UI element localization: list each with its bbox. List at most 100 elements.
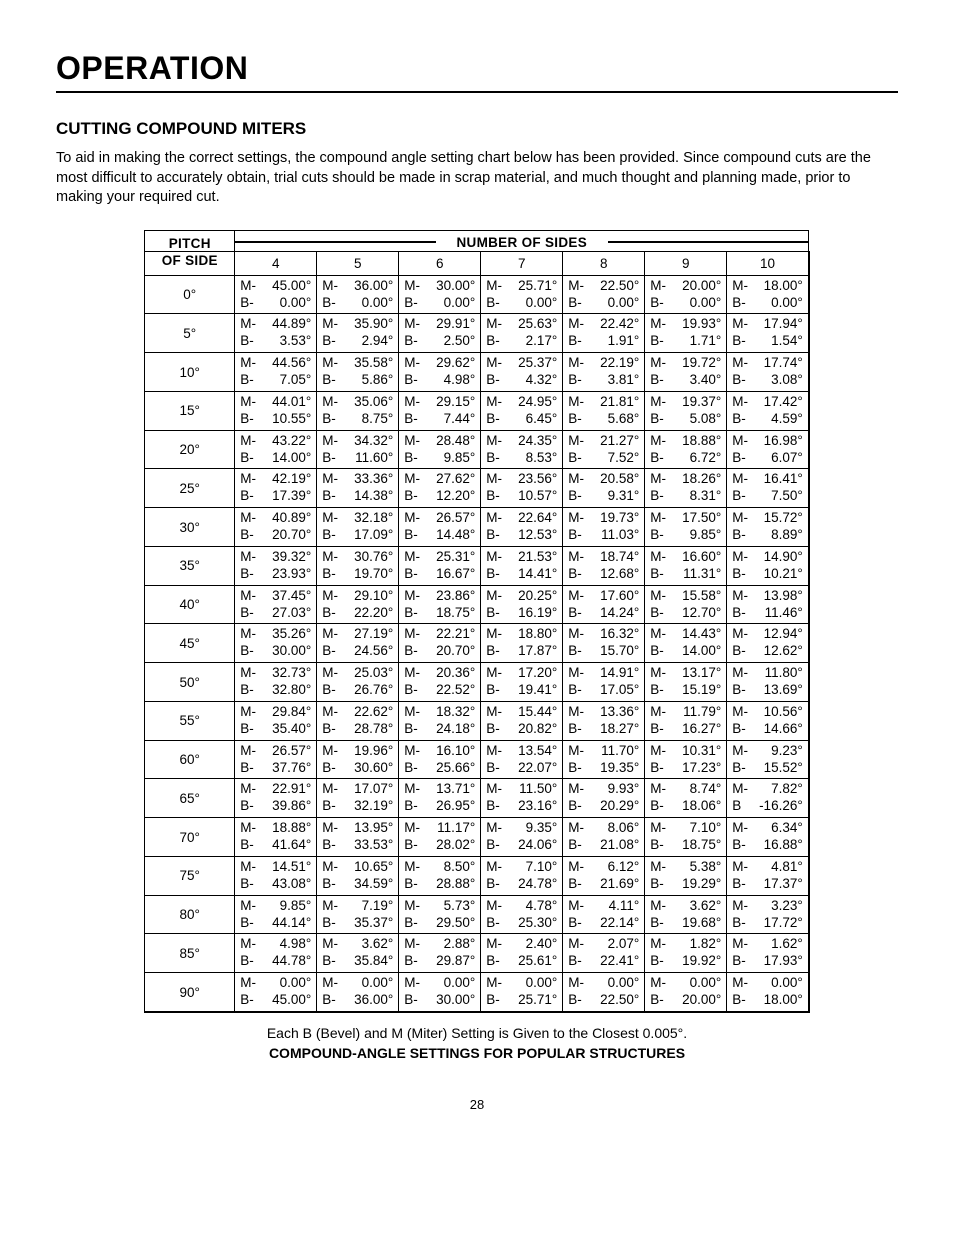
angle-cell: M-20.58°B-9.31° xyxy=(563,469,645,508)
angle-cell: M-8.06°B-21.08° xyxy=(563,818,645,857)
angle-cell: M-6.12°B-21.69° xyxy=(563,856,645,895)
angle-cell: M-32.18°B-17.09° xyxy=(317,508,399,547)
angle-cell: M-23.56°B-10.57° xyxy=(481,469,563,508)
angle-cell: M-25.03°B-26.76° xyxy=(317,663,399,702)
angle-cell: M-33.36°B-14.38° xyxy=(317,469,399,508)
angle-cell: M-22.21°B-20.70° xyxy=(399,624,481,663)
table-caption: COMPOUND-ANGLE SETTINGS FOR POPULAR STRU… xyxy=(56,1045,898,1061)
table-row: 90°M-0.00°B-45.00°M-0.00°B-36.00°M-0.00°… xyxy=(145,973,809,1012)
pitch-cell: 0° xyxy=(145,275,235,314)
table-row: 60°M-26.57°B-37.76°M-19.96°B-30.60°M-16.… xyxy=(145,740,809,779)
table-row: 65°M-22.91°B-39.86°M-17.07°B-32.19°M-13.… xyxy=(145,779,809,818)
angle-cell: M-29.91°B-2.50° xyxy=(399,314,481,353)
intro-paragraph: To aid in making the correct settings, t… xyxy=(56,149,898,208)
angle-cell: M-30.76°B-19.70° xyxy=(317,546,399,585)
angle-cell: M-22.42°B-1.91° xyxy=(563,314,645,353)
angle-cell: M-44.89°B-3.53° xyxy=(235,314,317,353)
angle-cell: M-26.57°B-14.48° xyxy=(399,508,481,547)
angle-cell: M-22.50°B-0.00° xyxy=(563,275,645,314)
angle-cell: M-25.71°B-0.00° xyxy=(481,275,563,314)
table-row: 80°M-9.85°B-44.14°M-7.19°B-35.37°M-5.73°… xyxy=(145,895,809,934)
angle-cell: M-17.07°B-32.19° xyxy=(317,779,399,818)
angle-cell: M-9.85°B-44.14° xyxy=(235,895,317,934)
angle-cell: M-28.48°B-9.85° xyxy=(399,430,481,469)
angle-cell: M-11.80°B-13.69° xyxy=(727,663,809,702)
table-row: 40°M-37.45°B-27.03°M-29.10°B-22.20°M-23.… xyxy=(145,585,809,624)
angle-cell: M-11.70°B-19.35° xyxy=(563,740,645,779)
side-header: 4 xyxy=(235,251,317,275)
angle-cell: M-16.98°B-6.07° xyxy=(727,430,809,469)
pitch-cell: 85° xyxy=(145,934,235,973)
angle-cell: M-20.00°B-0.00° xyxy=(645,275,727,314)
angle-cell: M-5.38°B-19.29° xyxy=(645,856,727,895)
angle-cell: M-21.27°B-7.52° xyxy=(563,430,645,469)
table-row: 70°M-18.88°B-41.64°M-13.95°B-33.53°M-11.… xyxy=(145,818,809,857)
angle-cell: M-13.95°B-33.53° xyxy=(317,818,399,857)
angle-cell: M-22.62°B-28.78° xyxy=(317,701,399,740)
angle-cell: M-18.88°B-41.64° xyxy=(235,818,317,857)
pitch-cell: 60° xyxy=(145,740,235,779)
angle-cell: M-22.64°B-12.53° xyxy=(481,508,563,547)
corner-label-bot: OF SIDE xyxy=(145,251,235,275)
angle-cell: M-10.31°B-17.23° xyxy=(645,740,727,779)
angle-cell: M-9.23°B-15.52° xyxy=(727,740,809,779)
angle-cell: M-40.89°B-20.70° xyxy=(235,508,317,547)
angle-cell: M-11.50°B-23.16° xyxy=(481,779,563,818)
angle-cell: M-21.53°B-14.41° xyxy=(481,546,563,585)
angle-cell: M-20.36°B-22.52° xyxy=(399,663,481,702)
table-row: 5°M-44.89°B-3.53°M-35.90°B-2.94°M-29.91°… xyxy=(145,314,809,353)
table-note: Each B (Bevel) and M (Miter) Setting is … xyxy=(56,1025,898,1041)
pitch-cell: 55° xyxy=(145,701,235,740)
angle-cell: M-35.26°B-30.00° xyxy=(235,624,317,663)
angle-cell: M-25.63°B-2.17° xyxy=(481,314,563,353)
angle-cell: M-11.17°B-28.02° xyxy=(399,818,481,857)
angle-cell: M-23.86°B-18.75° xyxy=(399,585,481,624)
angle-cell: M-18.88°B-6.72° xyxy=(645,430,727,469)
angle-cell: M-17.20°B-19.41° xyxy=(481,663,563,702)
table-row: 35°M-39.32°B-23.93°M-30.76°B-19.70°M-25.… xyxy=(145,546,809,585)
angle-cell: M-3.23°B-17.72° xyxy=(727,895,809,934)
angle-cell: M-4.81°B-17.37° xyxy=(727,856,809,895)
angle-cell: M-3.62°B-35.84° xyxy=(317,934,399,973)
angle-cell: M-13.17°B-15.19° xyxy=(645,663,727,702)
angle-cell: M-0.00°B-20.00° xyxy=(645,973,727,1012)
angle-cell: M-29.15°B-7.44° xyxy=(399,391,481,430)
angle-cell: M-14.51°B-43.08° xyxy=(235,856,317,895)
angle-cell: M-29.84°B-35.40° xyxy=(235,701,317,740)
angle-cell: M-10.65°B-34.59° xyxy=(317,856,399,895)
angle-cell: M-30.00°B-0.00° xyxy=(399,275,481,314)
table-row: 10°M-44.56°B-7.05°M-35.58°B-5.86°M-29.62… xyxy=(145,353,809,392)
table-row: 30°M-40.89°B-20.70°M-32.18°B-17.09°M-26.… xyxy=(145,508,809,547)
corner-label-top: PITCH xyxy=(145,230,235,251)
section-title: CUTTING COMPOUND MITERS xyxy=(56,119,898,139)
angle-cell: M-19.93°B-1.71° xyxy=(645,314,727,353)
angle-cell: M-0.00°B-18.00° xyxy=(727,973,809,1012)
angle-cell: M-13.36°B-18.27° xyxy=(563,701,645,740)
pitch-cell: 65° xyxy=(145,779,235,818)
angle-cell: M-5.73°B-29.50° xyxy=(399,895,481,934)
side-header: 6 xyxy=(399,251,481,275)
angle-cell: M-2.07°B-22.41° xyxy=(563,934,645,973)
angle-cell: M-7.19°B-35.37° xyxy=(317,895,399,934)
angle-cell: M-29.62°B-4.98° xyxy=(399,353,481,392)
angle-cell: M-15.58°B-12.70° xyxy=(645,585,727,624)
angle-cell: M-18.80°B-17.87° xyxy=(481,624,563,663)
table-row: 75°M-14.51°B-43.08°M-10.65°B-34.59°M-8.5… xyxy=(145,856,809,895)
pitch-cell: 30° xyxy=(145,508,235,547)
sides-header-row: OF SIDE 45678910 xyxy=(145,251,809,275)
angle-cell: M-18.32°B-24.18° xyxy=(399,701,481,740)
angle-cell: M-6.34°B-16.88° xyxy=(727,818,809,857)
side-header: 8 xyxy=(563,251,645,275)
angle-cell: M-44.01°B-10.55° xyxy=(235,391,317,430)
angle-cell: M-4.98°B-44.78° xyxy=(235,934,317,973)
angle-cell: M-7.82°B -16.26° xyxy=(727,779,809,818)
angle-cell: M-24.95°B-6.45° xyxy=(481,391,563,430)
side-header: 9 xyxy=(645,251,727,275)
angle-cell: M-21.81°B-5.68° xyxy=(563,391,645,430)
table-head: PITCH NUMBER OF SIDES OF SIDE 45678910 xyxy=(145,230,809,275)
angle-cell: M-11.79°B-16.27° xyxy=(645,701,727,740)
angle-cell: M-13.71°B-26.95° xyxy=(399,779,481,818)
pitch-cell: 50° xyxy=(145,663,235,702)
angle-cell: M-14.90°B-10.21° xyxy=(727,546,809,585)
angle-cell: M-8.50°B-28.88° xyxy=(399,856,481,895)
